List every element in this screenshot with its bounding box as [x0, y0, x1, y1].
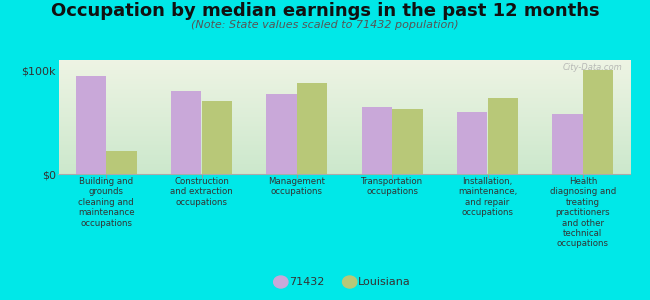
Text: Installation,
maintenance,
and repair
occupations: Installation, maintenance, and repair oc…: [458, 177, 517, 217]
Bar: [297, 83, 328, 174]
Text: 71432: 71432: [289, 277, 324, 287]
Bar: [583, 70, 614, 174]
Bar: [457, 112, 488, 174]
Text: Transportation
occupations: Transportation occupations: [361, 177, 423, 197]
Bar: [552, 114, 583, 174]
Bar: [488, 98, 518, 174]
Ellipse shape: [274, 276, 288, 288]
Bar: [106, 151, 136, 174]
Text: Health
diagnosing and
treating
practitioners
and other
technical
occupations: Health diagnosing and treating practitio…: [550, 177, 616, 248]
Text: Management
occupations: Management occupations: [268, 177, 326, 197]
Text: Construction
and extraction
occupations: Construction and extraction occupations: [170, 177, 233, 207]
Ellipse shape: [343, 276, 357, 288]
Bar: [266, 94, 297, 174]
Text: City-Data.com: City-Data.com: [562, 63, 622, 72]
Bar: [202, 101, 232, 174]
Bar: [171, 91, 202, 174]
Text: Building and
grounds
cleaning and
maintenance
occupations: Building and grounds cleaning and mainte…: [78, 177, 135, 228]
Bar: [75, 76, 106, 174]
Bar: [361, 106, 392, 174]
Bar: [392, 109, 422, 174]
Text: Occupation by median earnings in the past 12 months: Occupation by median earnings in the pas…: [51, 2, 599, 20]
Text: (Note: State values scaled to 71432 population): (Note: State values scaled to 71432 popu…: [191, 20, 459, 29]
Text: Louisiana: Louisiana: [358, 277, 410, 287]
